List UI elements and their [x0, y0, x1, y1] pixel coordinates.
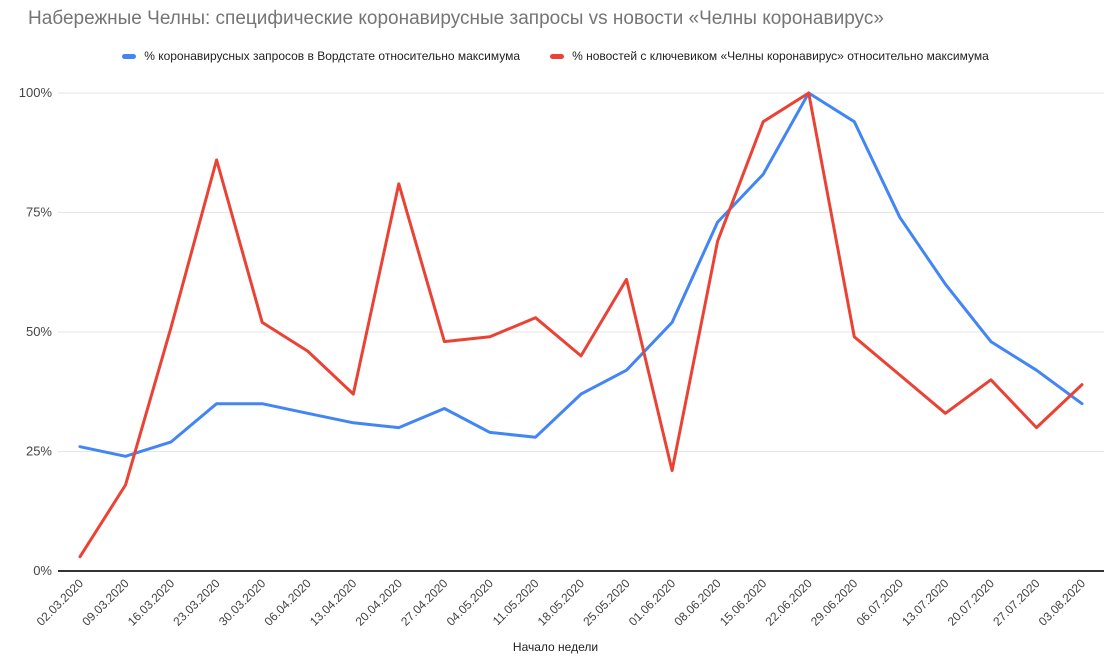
legend-swatch-red	[550, 53, 565, 59]
x-tick-label: 18.05.2020	[535, 576, 588, 629]
x-tick-label: 03.08.2020	[1036, 576, 1089, 629]
x-tick-label: 06.04.2020	[261, 576, 314, 629]
x-tick-label: 02.03.2020	[34, 576, 87, 629]
legend-label-news-keyword: % новостей с ключевиком «Челны коронавир…	[572, 49, 989, 63]
x-tick-label: 20.04.2020	[353, 576, 406, 629]
x-tick-label: 11.05.2020	[490, 576, 542, 628]
x-tick-label: 15.06.2020	[717, 576, 770, 629]
x-tick-label: 04.05.2020	[444, 576, 497, 629]
x-axis-title: Начало недели	[512, 640, 599, 654]
x-tick-label: 08.06.2020	[671, 576, 724, 629]
legend-item-wordstat-queries[interactable]: % коронавирусных запросов в Вордстате от…	[122, 49, 520, 63]
series-line-0	[78, 91, 1084, 458]
x-tick-label: 25.05.2020	[580, 576, 633, 629]
legend-label-wordstat-queries: % коронавирусных запросов в Вордстате от…	[144, 49, 521, 63]
x-tick-label: 01.06.2020	[626, 576, 679, 629]
x-tick-label: 29.06.2020	[808, 576, 861, 629]
y-tick-label: 75%	[26, 205, 52, 220]
x-tick-label: 06.07.2020	[854, 576, 907, 629]
legend-item-news-keyword[interactable]: % новостей с ключевиком «Челны коронавир…	[550, 49, 989, 63]
legend-swatch-blue	[122, 53, 137, 59]
x-tick-label: 27.04.2020	[398, 576, 451, 629]
x-tick-label: 20.07.2020	[945, 576, 998, 629]
series-line-1	[78, 91, 1084, 559]
x-tick-label: 09.03.2020	[79, 576, 132, 629]
x-tick-label: 22.06.2020	[762, 576, 815, 629]
x-tick-label: 13.04.2020	[307, 576, 360, 629]
y-tick-label: 100%	[19, 85, 53, 100]
y-tick-label: 50%	[26, 324, 52, 339]
x-tick-label: 30.03.2020	[216, 576, 269, 629]
x-tick-label: 13.07.2020	[899, 576, 952, 629]
x-tick-label: 16.03.2020	[125, 576, 178, 629]
chart-legend: % коронавирусных запросов в Вордстате от…	[0, 49, 1111, 63]
y-tick-label: 0%	[33, 563, 52, 578]
y-tick-label: 25%	[26, 444, 52, 459]
chart-title: Набережные Челны: специфические коронави…	[28, 8, 884, 29]
x-tick-label: 27.07.2020	[990, 576, 1043, 629]
x-tick-label: 23.03.2020	[170, 576, 223, 629]
